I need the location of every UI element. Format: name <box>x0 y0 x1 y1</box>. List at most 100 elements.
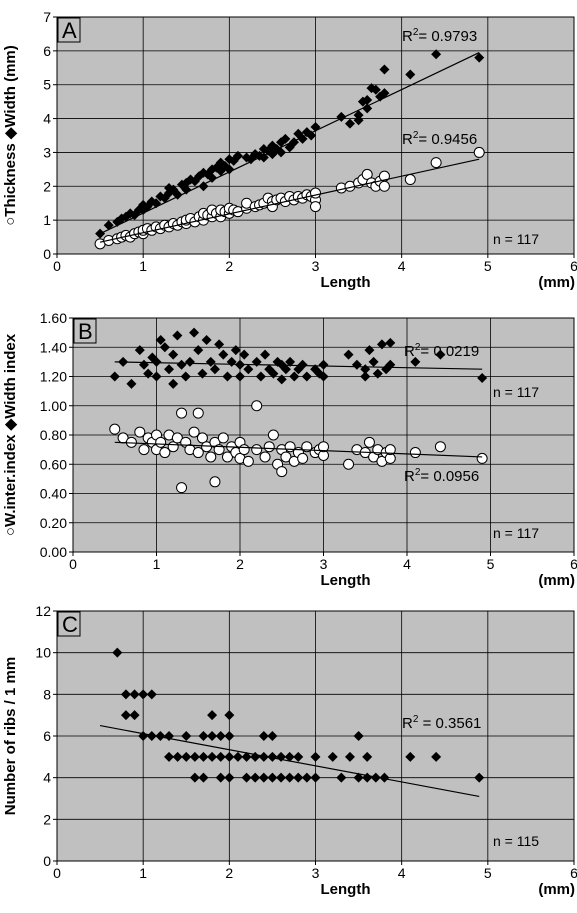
data-point <box>301 441 313 453</box>
data-point <box>251 400 263 412</box>
data-point <box>297 359 308 370</box>
data-point <box>431 751 442 762</box>
data-point <box>224 731 235 741</box>
y-tick-label: 0.80 <box>40 427 67 443</box>
data-point <box>343 349 354 360</box>
data-point <box>134 345 145 356</box>
data-point <box>168 378 179 389</box>
x-tick-label: 4 <box>398 865 406 881</box>
panel-letter-frame <box>73 318 97 344</box>
data-point <box>198 731 209 741</box>
data-point <box>353 731 364 741</box>
data-point <box>276 772 287 783</box>
y-tick-label: 1.20 <box>40 369 67 385</box>
data-point <box>176 359 187 370</box>
x-tick-label: 5 <box>484 865 492 881</box>
data-point <box>310 751 321 762</box>
data-point <box>259 451 271 463</box>
data-point <box>276 374 287 385</box>
x-axis-label: Length <box>321 274 371 291</box>
y-tick-label: 5 <box>43 77 51 93</box>
r2-label: R2= 0.0219 <box>404 342 479 360</box>
data-point <box>146 731 157 741</box>
x-axis-unit: (mm) <box>538 881 575 898</box>
data-point <box>221 451 233 463</box>
panel-letter-box: B <box>73 318 97 344</box>
data-point <box>368 356 379 367</box>
x-tick-label: 2 <box>225 258 233 274</box>
trendline <box>99 724 480 798</box>
data-point <box>159 342 170 353</box>
data-point <box>410 356 421 367</box>
data-point <box>235 371 245 382</box>
y-tick-label: 0 <box>43 853 51 869</box>
data-point <box>209 476 221 488</box>
x-tick-label: 4 <box>403 556 411 572</box>
data-point <box>255 371 266 382</box>
data-point <box>164 364 175 375</box>
data-point <box>112 647 123 658</box>
data-point <box>217 432 229 444</box>
data-point <box>344 118 355 129</box>
data-point <box>431 49 442 60</box>
data-point <box>268 368 279 379</box>
data-point <box>379 772 390 783</box>
data-point <box>197 368 208 379</box>
data-point <box>379 64 390 75</box>
data-point <box>155 334 166 345</box>
x-tick-label: 4 <box>398 258 406 274</box>
data-point <box>310 122 321 133</box>
data-point <box>181 751 192 762</box>
x-axis-unit: (mm) <box>538 274 575 291</box>
data-point <box>198 181 209 192</box>
x-tick-label: 3 <box>312 258 320 274</box>
x-axis-label: Length <box>321 881 371 898</box>
data-point <box>222 371 233 382</box>
x-tick-label: 2 <box>225 865 233 881</box>
data-point <box>318 441 329 453</box>
data-point <box>405 751 416 762</box>
data-point <box>327 751 338 762</box>
data-point <box>343 458 355 470</box>
data-point <box>159 447 171 459</box>
r2-label: R2 = 0.3561 <box>402 714 481 732</box>
series-number-of-ribs-1-mm <box>99 647 485 798</box>
x-tick-label: 6 <box>570 258 577 274</box>
data-point <box>474 52 485 63</box>
data-point <box>126 378 137 389</box>
data-point <box>276 466 288 478</box>
data-point <box>205 451 217 463</box>
data-point <box>434 441 446 453</box>
data-point <box>215 731 226 741</box>
y-tick-label: 1.60 <box>40 310 67 326</box>
n-label: n = 117 <box>493 384 539 400</box>
data-point <box>362 103 373 114</box>
data-point <box>363 436 375 448</box>
data-point <box>129 710 140 721</box>
y-tick-label: 0.60 <box>40 456 67 472</box>
data-point <box>362 94 373 105</box>
data-point <box>284 751 295 762</box>
y-tick-label: 0 <box>43 246 51 262</box>
data-point <box>180 371 191 382</box>
x-tick-label: 1 <box>153 556 161 572</box>
data-point <box>405 69 416 80</box>
y-tick-label: 4 <box>43 111 51 127</box>
data-point <box>196 432 208 444</box>
y-tick-label: 6 <box>43 728 51 744</box>
data-point <box>164 751 175 762</box>
data-point <box>404 174 416 186</box>
data-point <box>409 447 421 459</box>
panel-letter-box: A <box>57 17 81 43</box>
data-point <box>209 364 220 375</box>
data-point <box>250 772 261 783</box>
trendline <box>114 441 483 458</box>
data-point <box>242 455 254 467</box>
y-tick-label: 0.40 <box>40 486 67 502</box>
trendline <box>99 158 480 243</box>
data-point <box>176 407 188 419</box>
panel-letter-frame <box>57 611 81 637</box>
data-point <box>224 751 235 762</box>
data-point <box>224 164 235 175</box>
panel-letter: B <box>78 319 93 344</box>
